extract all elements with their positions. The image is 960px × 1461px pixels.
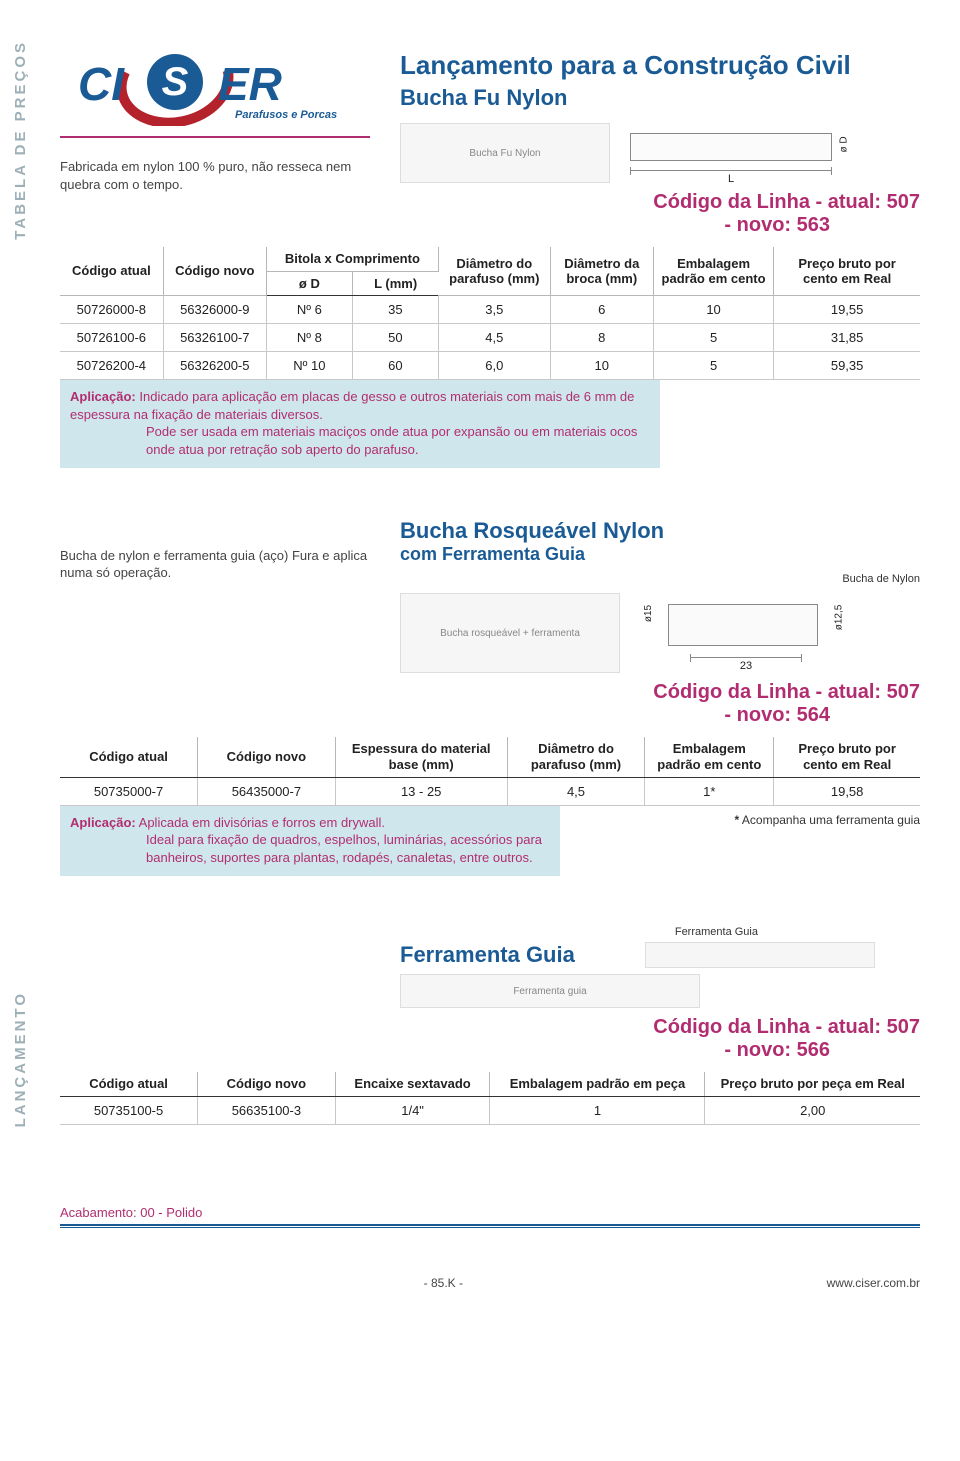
product3-image: Ferramenta guia	[400, 974, 700, 1008]
th-bitola-group: Bitola x Comprimento	[266, 247, 438, 271]
footer-site: www.ciser.com.br	[827, 1276, 920, 1290]
dim-l-label: L	[630, 173, 832, 185]
brand-logo: S CI ER Parafusos e Porcas	[60, 40, 350, 126]
aplica-text-1: Aplicada em divisórias e forros em drywa…	[139, 815, 385, 830]
th-codigo-atual: Código atual	[60, 247, 163, 296]
product1-application: Aplicação: Indicado para aplicação em pl…	[60, 380, 660, 468]
th-diam-paraf: Diâmetro do parafuso (mm)	[438, 247, 550, 296]
side-tab-launch: LANÇAMENTO	[12, 991, 29, 1127]
table-row: 50735000-756435000-713 - 25 4,51*19,58	[60, 777, 920, 805]
th-codigo-atual: Código atual	[60, 737, 198, 777]
product3-diagram	[645, 942, 875, 968]
codeline-current: Código da Linha - atual: 507	[653, 1016, 920, 1038]
th-embalagem: Embalagem padrão em cento	[645, 737, 774, 777]
logo-underline	[60, 136, 370, 138]
svg-text:CI: CI	[78, 58, 125, 110]
product2-table: Código atual Código novo Espessura do ma…	[60, 737, 920, 805]
codeline-new: - novo: 566	[400, 1039, 920, 1062]
th-codigo-novo: Código novo	[163, 247, 266, 296]
codeline-current: Código da Linha - atual: 507	[653, 191, 920, 213]
th-embalagem: Embalagem padrão em peça	[490, 1072, 705, 1096]
aplica-text-2: Ideal para fixação de quadros, espelhos,…	[70, 831, 550, 866]
th-codigo-novo: Código novo	[198, 737, 336, 777]
product3-codeline: Código da Linha - atual: 507 - novo: 566	[400, 1016, 920, 1062]
dim-d-label: ø D	[838, 136, 849, 152]
aplica-text-2: Pode ser usada em materiais maciços onde…	[70, 423, 650, 458]
page-footer: - 85.K - www.ciser.com.br	[0, 1268, 960, 1306]
product3-right-label: Ferramenta Guia	[675, 926, 920, 938]
aplica-text-1: Indicado para aplicação em placas de ges…	[70, 389, 634, 422]
product2-image: Bucha rosqueável + ferramenta	[400, 593, 620, 673]
table-row: 50726100-656326100-7Nº 850 4,58531,85	[60, 324, 920, 352]
th-preco: Preço bruto por peça em Real	[705, 1072, 920, 1096]
table-row: 50735100-556635100-31/4" 12,00	[60, 1096, 920, 1124]
svg-text:ER: ER	[218, 58, 282, 110]
th-preco: Preço bruto por cento em Real	[774, 247, 920, 296]
product2-dimension-diagram: ø15 ø12,5 23	[640, 598, 850, 668]
product2-right-label: Bucha de Nylon	[400, 573, 920, 585]
page-number: - 85.K -	[60, 1276, 827, 1290]
product2-subtitle: com Ferramenta Guia	[400, 544, 920, 565]
aplica-label: Aplicação:	[70, 815, 136, 830]
side-tab-prices: TABELA DE PREÇOS	[12, 40, 29, 240]
product3-table: Código atual Código novo Encaixe sextava…	[60, 1072, 920, 1125]
codeline-new: - novo: 564	[400, 704, 920, 727]
product1-desc: Fabricada em nylon 100 % puro, não resse…	[60, 158, 370, 193]
acabamento: Acabamento: 00 - Polido	[60, 1205, 920, 1226]
svg-text:Parafusos e Porcas: Parafusos e Porcas	[235, 109, 337, 121]
th-encaixe: Encaixe sextavado	[335, 1072, 490, 1096]
bottom-rule	[60, 1227, 920, 1228]
th-codigo-atual: Código atual	[60, 1072, 198, 1096]
th-diam-paraf: Diâmetro do parafuso (mm)	[507, 737, 645, 777]
product2-desc: Bucha de nylon e ferramenta guia (aço) F…	[60, 548, 370, 582]
launch-title: Lançamento para a Construção Civil	[400, 50, 920, 81]
codeline-new: - novo: 563	[400, 214, 920, 237]
product2-footnote: * Acompanha uma ferramenta guia	[735, 813, 920, 827]
product1-table: Código atual Código novo Bitola x Compri…	[60, 247, 920, 380]
product2-application: Aplicação: Aplicada em divisórias e forr…	[60, 806, 560, 877]
th-espessura: Espessura do material base (mm)	[335, 737, 507, 777]
product2-title: Bucha Rosqueável Nylon	[400, 518, 920, 544]
svg-text:S: S	[162, 60, 189, 104]
codeline-current: Código da Linha - atual: 507	[653, 681, 920, 703]
dim-d1-label: ø15	[643, 605, 654, 622]
aplica-label: Aplicação:	[70, 389, 136, 404]
th-bitola-l: L (mm)	[352, 271, 438, 296]
table-row: 50726200-456326200-5Nº 1060 6,010559,35	[60, 352, 920, 380]
product3-title: Ferramenta Guia	[400, 942, 575, 968]
th-preco: Preço bruto por cento em Real	[774, 737, 920, 777]
product1-codeline: Código da Linha - atual: 507 - novo: 563	[400, 191, 920, 237]
th-bitola-d: ø D	[266, 271, 352, 296]
product1-image: Bucha Fu Nylon	[400, 123, 610, 183]
th-embalagem: Embalagem padrão em cento	[653, 247, 773, 296]
product2-codeline: Código da Linha - atual: 507 - novo: 564	[400, 681, 920, 727]
dim-d2-label: ø12,5	[834, 605, 845, 631]
dim-l-label: 23	[690, 660, 802, 672]
product1-title: Bucha Fu Nylon	[400, 85, 920, 111]
th-diam-broca: Diâmetro da broca (mm)	[550, 247, 653, 296]
product1-dimension-diagram: ø D L	[630, 125, 850, 181]
table-row: 50726000-856326000-9Nº 635 3,561019,55	[60, 296, 920, 324]
th-codigo-novo: Código novo	[198, 1072, 336, 1096]
